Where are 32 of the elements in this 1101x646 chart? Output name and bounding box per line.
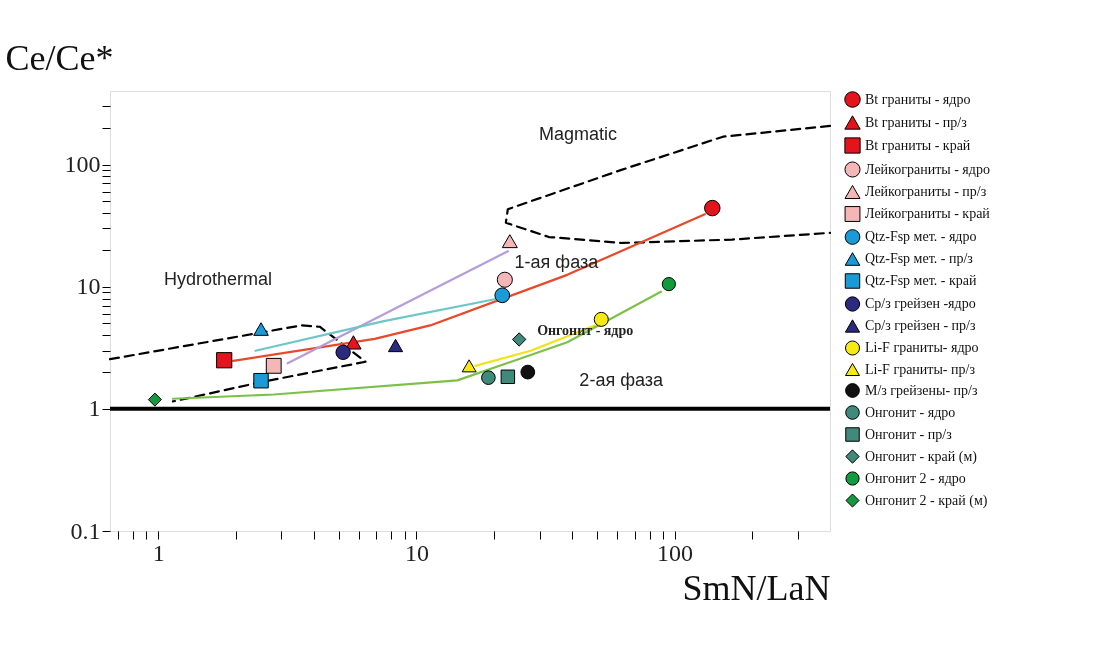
legend-label: Qtz-Fsp мет. - край [865,273,977,288]
legend-label: Li-F граниты- пр/з [865,361,976,377]
annotation: 1-ая фаза [514,251,600,272]
legend-label: Qtz-Fsp мет. - пр/з [865,251,974,266]
legend-label: Лейкограниты - ядро [865,161,990,177]
legend-label: Bt граниты - пр/з [865,114,968,130]
annotation: Magmatic [538,124,618,144]
legend-label: Ср/з грейзен -ядро [865,296,976,311]
legend-label: Онгонит 2 - ядро [865,470,966,486]
y-tick-label: 100 [64,151,101,178]
y-tick-label: 10 [76,273,101,300]
y-axis-title: Ce/Ce* [5,37,114,78]
legend-label: Bt граниты - ядро [865,91,971,107]
legend-label: Bt граниты - край [865,137,971,153]
legend-label: Li-F граниты- ядро [865,340,979,355]
annotation: Hydrothermal [163,269,273,290]
x-tick-label: 10 [404,539,429,566]
annotation: 2-ая фаза [579,370,665,391]
legend-label: Онгонит - пр/з [865,426,953,442]
y-tick-label: 0.1 [70,517,101,544]
x-axis-title: SmN/LaN [682,567,831,608]
legend-label: Онгонит 2 - край (м) [865,492,988,509]
x-tick-label: 100 [657,539,694,566]
legend-label: Онгонит - ядро [865,404,956,420]
legend-label: Лейкограниты - пр/з [865,184,987,199]
legend-label: Онгонит - край (м) [865,448,978,465]
y-tick-label: 1 [88,395,101,422]
legend-label: Ср/з грейзен - пр/з [865,318,976,333]
x-tick-label: 1 [152,539,165,566]
legend-label: Лейкограниты - край [865,206,991,221]
legend-label: М/з грейзены- пр/з [865,382,978,398]
legend-label: Qtz-Fsp мет. - ядро [865,229,977,244]
